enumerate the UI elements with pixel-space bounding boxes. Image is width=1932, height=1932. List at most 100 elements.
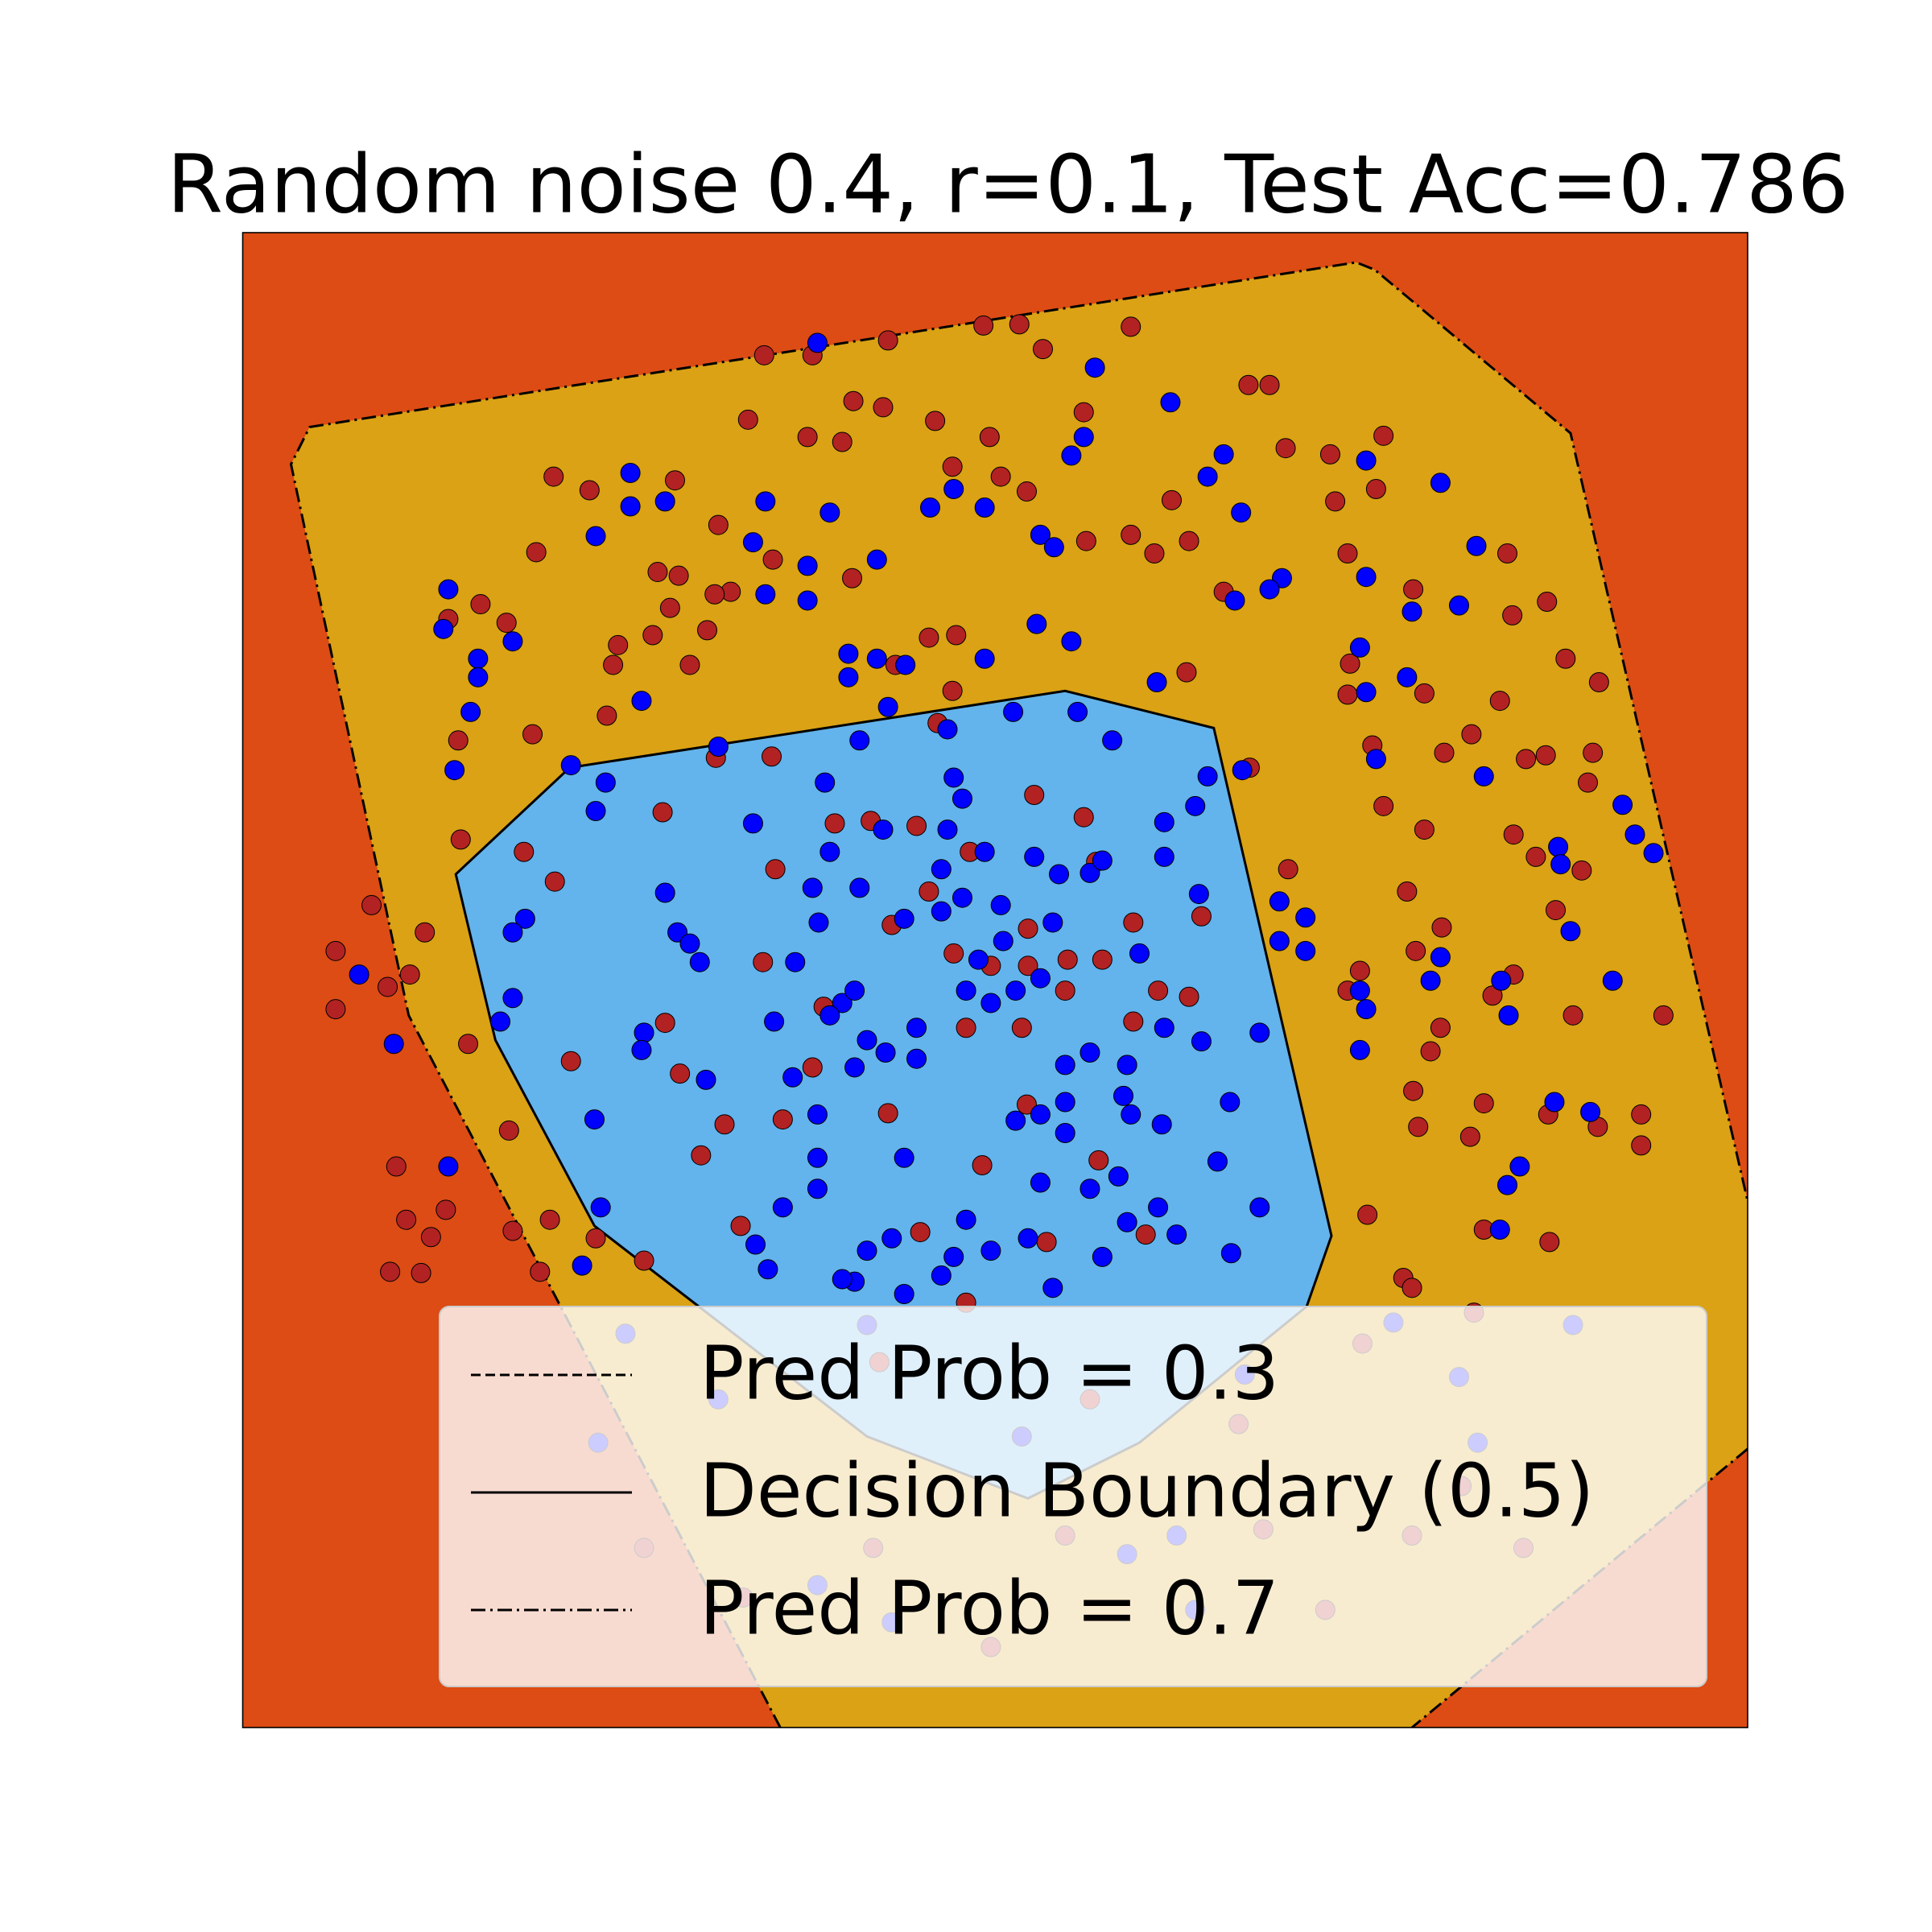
data-point [1269,931,1290,952]
data-point [1005,980,1026,1001]
data-point [1092,1246,1113,1267]
data-point [1075,530,1096,551]
data-point [1337,543,1358,564]
data-point [875,1042,896,1063]
legend-box [439,1306,1707,1687]
data-point [1042,912,1063,933]
data-point [1108,1166,1129,1187]
data-point [438,579,459,600]
data-point [842,568,863,588]
data-point [797,590,818,611]
data-point [942,680,963,701]
data-point [956,1018,976,1038]
data-point [785,952,806,972]
data-point [832,1269,852,1290]
data-point [1009,314,1030,335]
data-point [420,1227,441,1248]
data-point [579,480,600,501]
data-point [1295,940,1316,961]
data-point [1220,1243,1241,1264]
data-point [937,719,958,740]
data-point [670,1063,691,1084]
data-point [679,654,700,675]
data-point [1055,980,1075,1001]
data-point [652,802,673,823]
data-point [819,1005,840,1026]
data-point [1602,970,1623,991]
data-point [832,431,852,452]
data-point [968,949,989,970]
data-point [1220,1092,1241,1113]
data-point [807,1179,828,1199]
data-point [642,625,663,646]
data-point [585,800,606,821]
data-point [952,887,972,908]
data-point [1503,824,1524,845]
data-point [584,1109,605,1130]
data-point [742,532,763,553]
data-point [1631,1104,1652,1125]
data-point [1612,795,1633,815]
data-point [990,894,1011,915]
data-point [1544,1092,1565,1113]
data-point [1319,444,1340,464]
data-point [522,724,543,745]
data-point [1088,1150,1109,1170]
data-point [1356,999,1377,1020]
data-point [708,736,729,757]
data-point [634,1250,654,1271]
data-point [1580,1101,1601,1122]
data-point [1032,339,1053,360]
data-point [824,813,845,834]
data-point [857,1241,877,1261]
legend-label: Pred Prob = 0.3 [700,1330,1279,1416]
data-point [1278,859,1298,880]
data-point [919,627,939,648]
data-point [979,427,1000,448]
data-point [1365,478,1386,499]
data-point [514,908,535,929]
data-point [838,667,859,687]
data-point [704,584,725,605]
data-point [450,829,471,850]
data-point [1295,907,1316,928]
data-point [730,1216,751,1236]
data-point [758,1259,778,1280]
data-point [1403,579,1424,600]
data-point [1121,524,1141,545]
data-point [1249,1022,1270,1043]
data-point [1643,843,1664,864]
data-point [1061,445,1082,466]
data-point [1349,960,1370,981]
data-point [1061,631,1082,652]
data-point [1207,1151,1228,1172]
data-point [931,901,952,922]
data-point [1073,427,1094,448]
data-point [919,497,940,518]
data-point [1356,567,1377,588]
data-point [1084,357,1105,378]
data-point [1406,940,1426,961]
data-point [1129,943,1150,964]
data-point [631,1039,652,1060]
data-point [1397,881,1418,902]
data-point [1148,980,1169,1001]
data-point [906,815,927,836]
data-point [1043,537,1064,558]
data-point [654,882,675,903]
data-point [1117,1212,1137,1232]
data-point [1232,760,1253,781]
data-point [942,456,963,477]
data-point [399,964,420,985]
data-point [765,859,786,880]
data-point [843,390,864,411]
data-point [990,466,1011,487]
data-point [943,943,964,964]
data-point [906,1048,927,1069]
data-point [910,1222,931,1243]
data-point [647,562,668,583]
data-point [1259,579,1280,600]
data-point [1546,900,1567,921]
data-point [496,613,517,634]
data-point [1482,985,1503,1006]
